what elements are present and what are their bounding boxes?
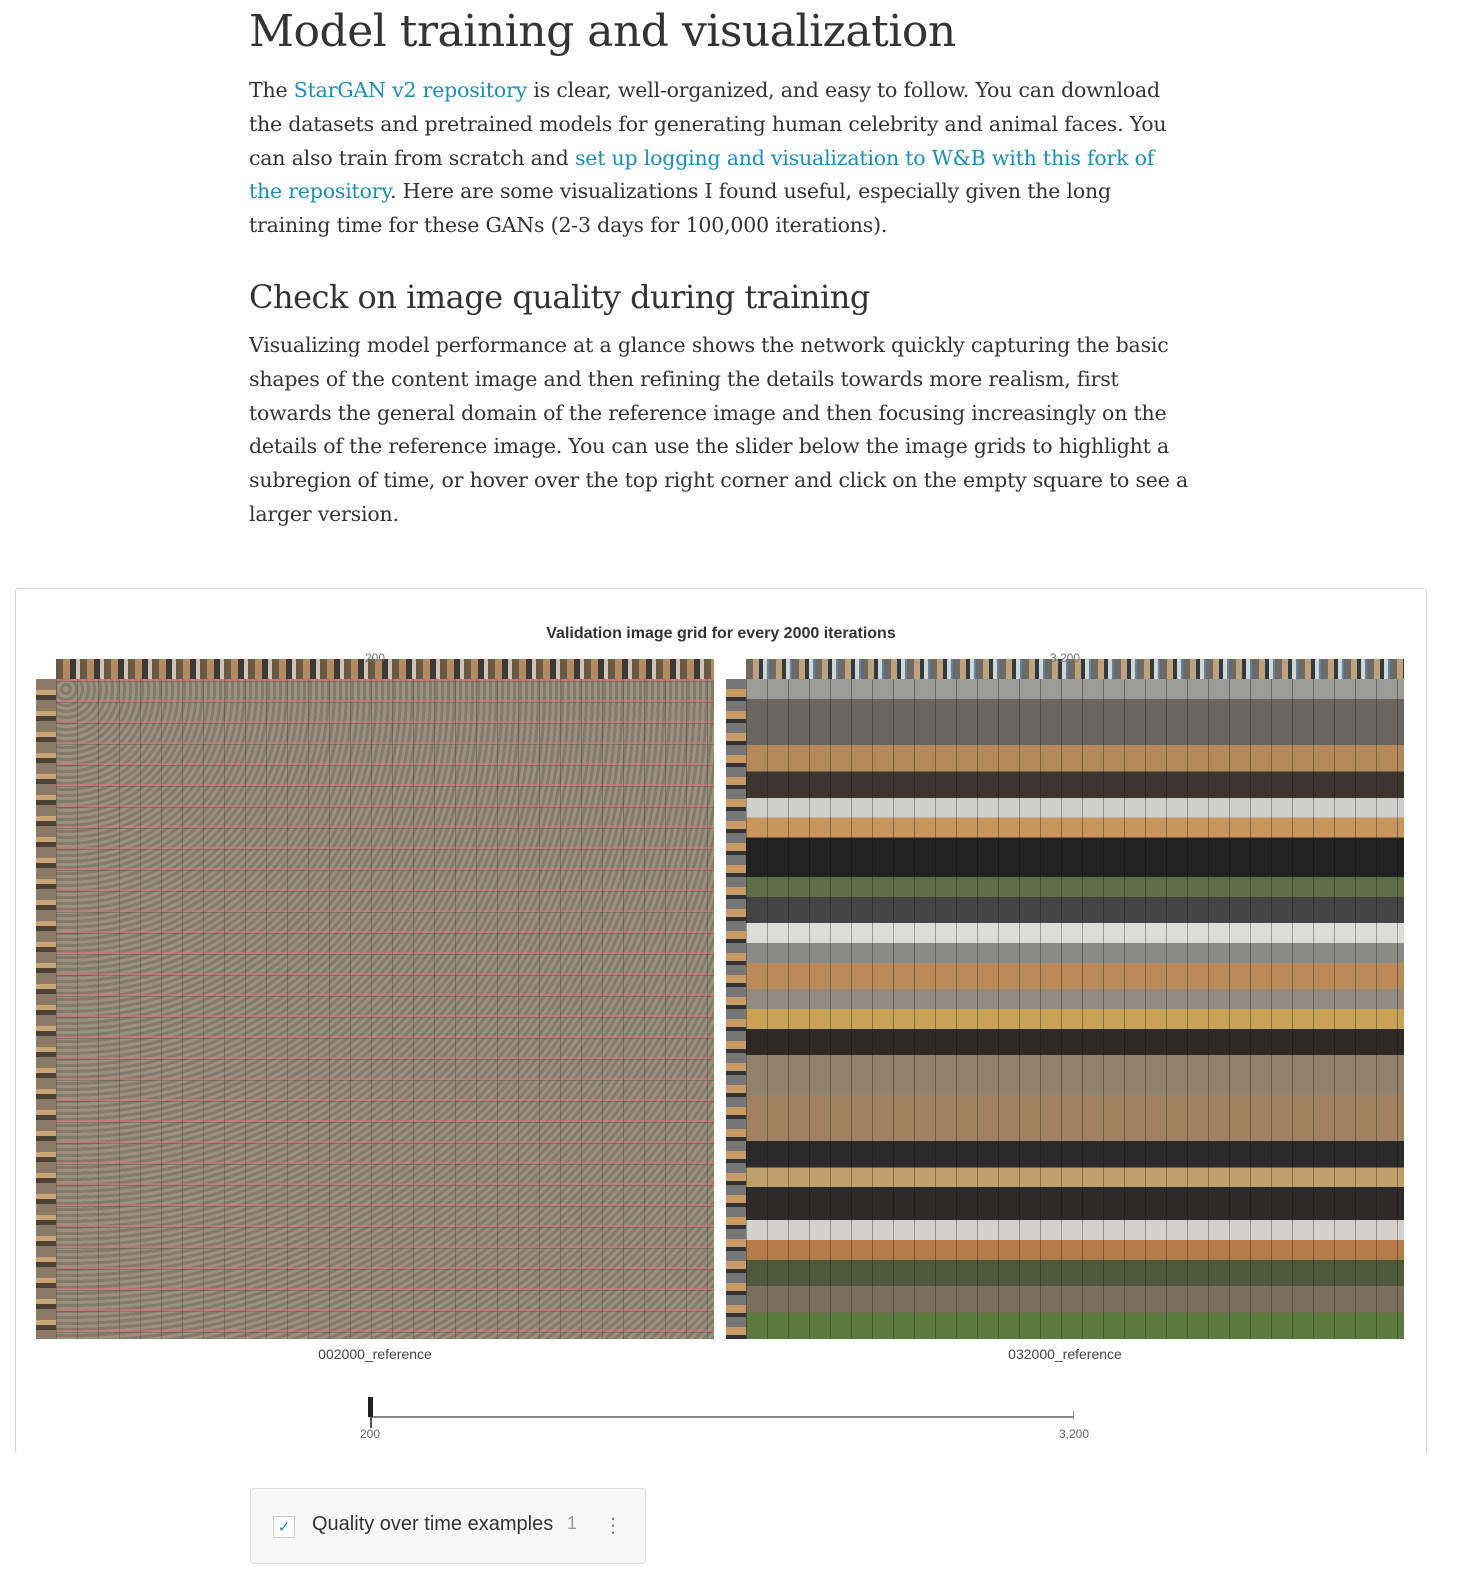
image-grid-step-3200[interactable]: 3,200 [726,651,1404,1339]
slider-handle[interactable] [368,1397,373,1417]
slider-max-label: 3,200 [1058,1427,1090,1441]
image-grid-step-200[interactable]: 200 [36,651,714,1339]
grid-step-label: 3,200 [1049,651,1081,665]
more-options-icon[interactable]: ⋮ [603,1513,623,1537]
image-grid-panel: Validation image grid for every 2000 ite… [15,588,1427,1454]
fork-repo-link[interactable]: set up logging and visualization to W&B … [249,145,1155,204]
stargan-repo-link[interactable]: StarGAN v2 repository [293,78,528,102]
grid-caption: 032000_reference [1008,1346,1122,1362]
section-paragraph: Visualizing model performance at a glanc… [249,333,1188,526]
page-title: Model training and visualization [249,6,956,57]
step-slider[interactable]: 200 3,200 [360,1397,1089,1451]
run-set-panel: ✓ Quality over time examples 1 ⋮ [250,1488,646,1564]
slider-track[interactable] [370,1416,1074,1418]
grid-step-label: 200 [364,651,386,665]
run-set-label[interactable]: Quality over time examples [312,1513,554,1535]
run-count: 1 [567,1513,578,1533]
panel-title: Validation image grid for every 2000 ite… [546,625,896,642]
grid-caption: 002000_reference [318,1346,432,1362]
checkbox-check-icon[interactable]: ✓ [273,1516,295,1538]
section-title: Check on image quality during training [249,278,870,316]
slider-min-label: 200 [359,1427,381,1441]
intro-paragraph: The StarGAN v2 repository is clear, well… [249,78,1167,238]
